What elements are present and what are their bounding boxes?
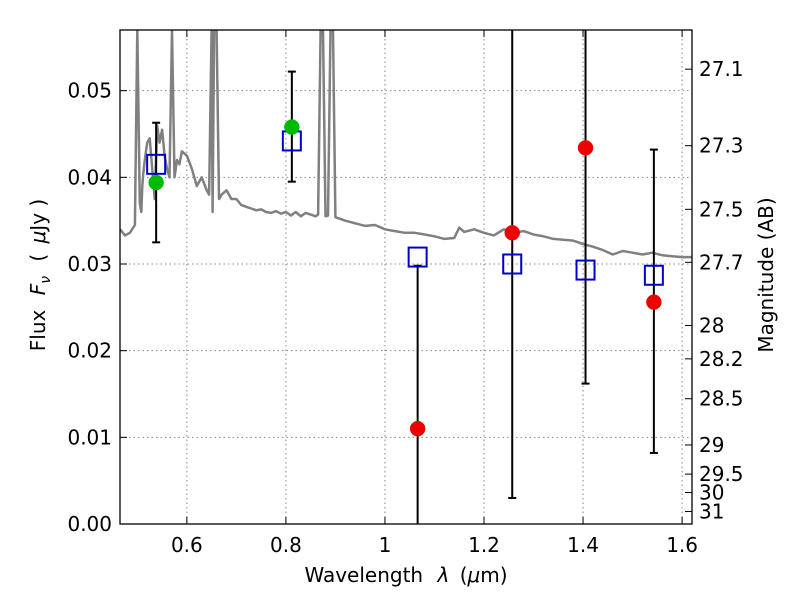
model-photometry-square: [407, 246, 428, 268]
marker-layer: [146, 119, 664, 437]
y-tick-label: 0.03: [67, 252, 112, 276]
y2-tick-label: 31: [699, 499, 724, 523]
x-tick-label: 1.4: [567, 533, 599, 557]
y-tick-label: 0.05: [67, 79, 112, 103]
y2-tick-label: 29: [699, 433, 724, 457]
y2-tick-label: 30: [699, 481, 724, 505]
tick-marks: [120, 30, 692, 525]
red-data-point: [504, 225, 520, 241]
y-axis-title: Flux Fν ( μJy ): [26, 199, 55, 351]
x-tick-label: 1.6: [666, 533, 698, 557]
model-photometry-square: [643, 264, 664, 286]
y2-tick-label: 27.5: [699, 197, 744, 221]
y-tick-label: 0.02: [67, 339, 112, 363]
x-axis-title: Wavelength λ (μm): [304, 563, 507, 587]
red-data-point: [577, 140, 594, 156]
y-tick-label: 0.01: [67, 425, 112, 449]
x-tick-label: 0.6: [171, 533, 203, 557]
green-data-point: [148, 174, 164, 191]
y-tick-label: 0.04: [67, 165, 112, 189]
x-tick-label: 1.2: [468, 533, 500, 557]
model-spectrum-layer: [120, 30, 692, 259]
y2-tick-label: 28.2: [699, 347, 744, 371]
y-tick-label: 0.00: [67, 512, 112, 536]
y2-tick-label: 27.7: [699, 250, 744, 274]
y2-axis-title: Magnitude (AB): [754, 197, 778, 352]
grid-lines: [120, 30, 692, 525]
model-photometry-square: [502, 253, 523, 275]
tick-labels: 0.6 0.8 1 1.2 1.4 1.6 0.00 0.01 0.02 0.03 0.04 0.05…: [67, 57, 743, 557]
model-photometry-square: [146, 153, 167, 175]
plot-frame: [119, 29, 693, 525]
green-data-point: [284, 119, 300, 135]
model-spectrum-line: [120, 30, 692, 259]
red-data-point: [646, 294, 662, 310]
y2-tick-label: 27.1: [699, 57, 744, 81]
y2-tick-label: 28.5: [699, 387, 744, 411]
errorbar-layer: [152, 30, 658, 524]
x-tick-label: 0.8: [270, 533, 302, 557]
model-photometry-square: [575, 259, 596, 281]
y2-tick-label: 27.3: [699, 134, 744, 158]
x-tick-label: 1: [379, 533, 392, 557]
red-data-point: [409, 420, 426, 437]
y2-tick-label: 29.5: [699, 462, 744, 486]
y2-tick-label: 28: [699, 313, 724, 337]
